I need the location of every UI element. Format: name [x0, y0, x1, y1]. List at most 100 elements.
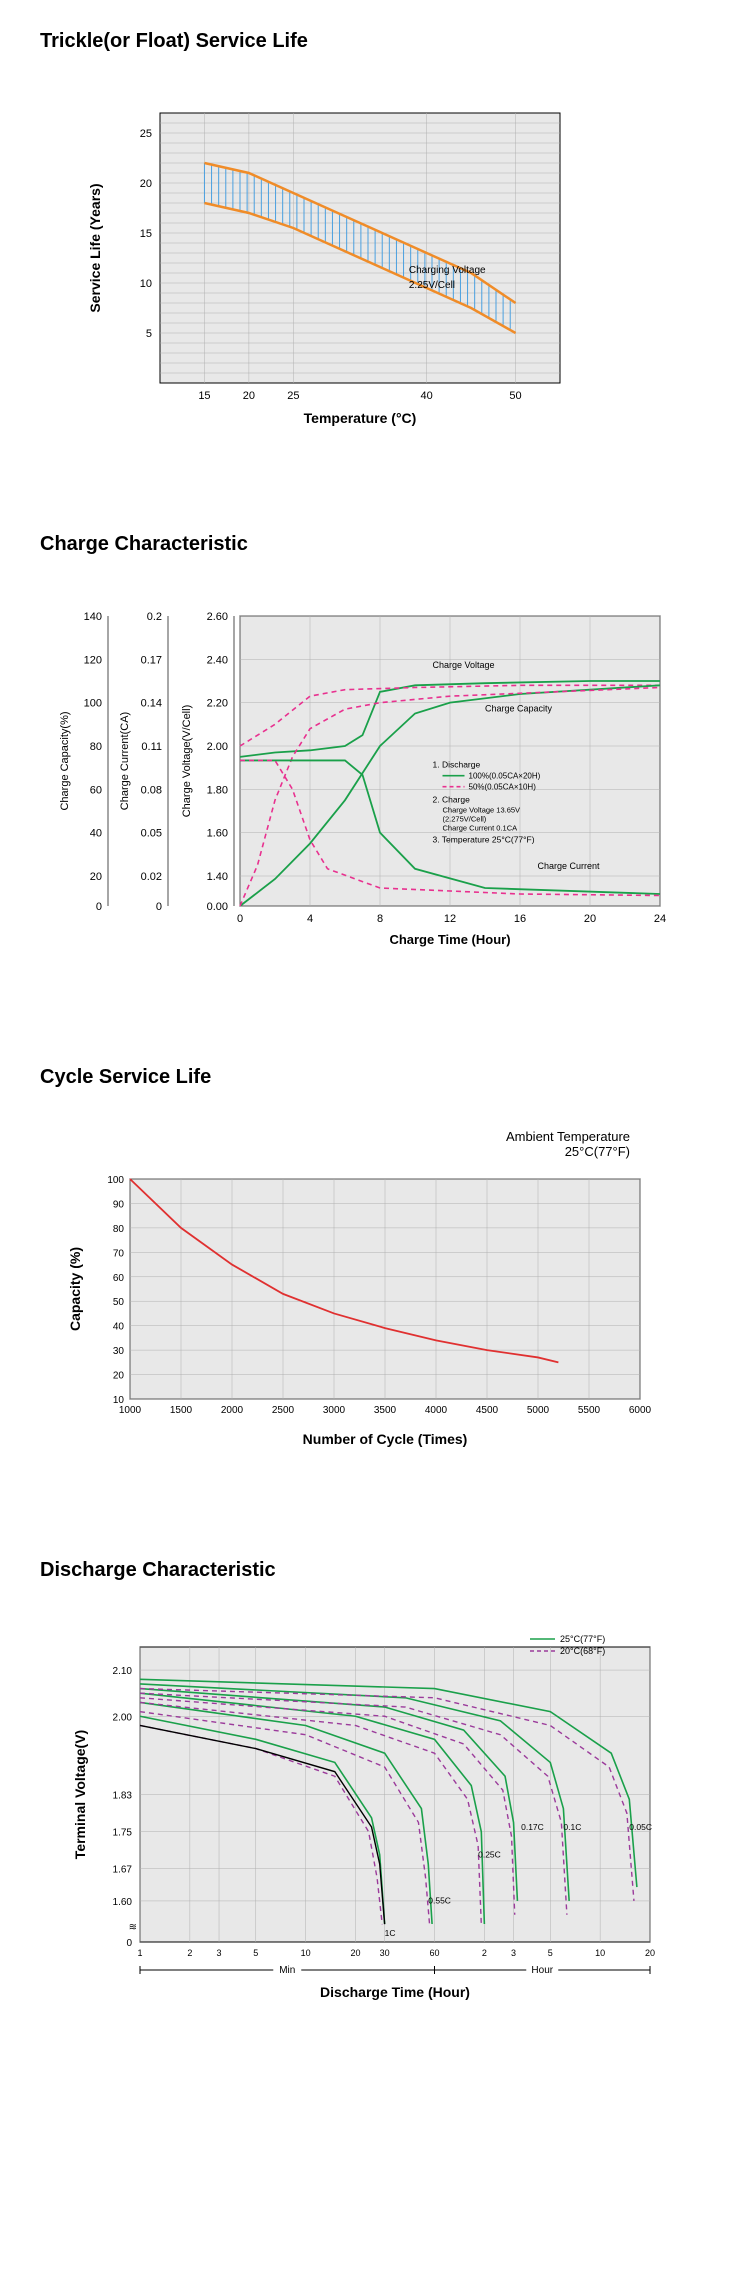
svg-text:60: 60: [90, 784, 102, 796]
svg-text:20: 20: [645, 1948, 655, 1958]
svg-text:70: 70: [113, 1248, 125, 1259]
svg-text:30: 30: [113, 1346, 125, 1357]
svg-text:Hour: Hour: [531, 1965, 553, 1976]
svg-text:1.80: 1.80: [207, 784, 228, 796]
svg-text:40: 40: [421, 390, 433, 402]
svg-text:5500: 5500: [578, 1405, 601, 1416]
svg-text:0: 0: [126, 1938, 132, 1949]
svg-text:Charge Current 0.1CA: Charge Current 0.1CA: [443, 824, 518, 833]
svg-text:40: 40: [113, 1322, 125, 1333]
svg-text:0.55C: 0.55C: [428, 1896, 451, 1906]
svg-text:15: 15: [140, 228, 152, 240]
svg-text:(2.275V/Cell): (2.275V/Cell): [443, 815, 487, 824]
svg-text:≋: ≋: [129, 1922, 137, 1933]
chart4-title: Discharge Characteristic: [40, 1559, 710, 1582]
svg-text:2500: 2500: [272, 1405, 295, 1416]
svg-text:Charge Voltage 13.65V: Charge Voltage 13.65V: [443, 806, 521, 815]
svg-text:Charge Capacity: Charge Capacity: [485, 703, 553, 713]
svg-text:0.17C: 0.17C: [521, 1822, 544, 1832]
svg-text:2.40: 2.40: [207, 654, 228, 666]
svg-text:5: 5: [548, 1948, 553, 1958]
svg-text:2: 2: [482, 1948, 487, 1958]
chart2-svg: 0481216202402040608010012014000.020.050.…: [40, 596, 690, 996]
svg-text:0.05C: 0.05C: [629, 1822, 652, 1832]
chart1-svg: 5101520251520254050Service Life (Years)T…: [40, 93, 590, 463]
chart3-title: Cycle Service Life: [40, 1066, 710, 1089]
svg-text:0: 0: [156, 901, 162, 913]
chart2-title: Charge Characteristic: [40, 533, 710, 556]
svg-text:1.60: 1.60: [113, 1897, 133, 1908]
svg-text:2.10: 2.10: [113, 1666, 133, 1677]
svg-text:Discharge Time (Hour): Discharge Time (Hour): [320, 1984, 470, 2000]
svg-text:1. Discharge: 1. Discharge: [433, 760, 481, 770]
chart3-subtitle: Ambient Temperature 25°C(77°F): [40, 1129, 710, 1159]
svg-text:2000: 2000: [221, 1405, 244, 1416]
svg-text:10: 10: [113, 1395, 125, 1406]
trickle-service-life-chart: Trickle(or Float) Service Life 510152025…: [40, 30, 710, 463]
svg-text:2. Charge: 2. Charge: [433, 795, 471, 805]
svg-text:2.00: 2.00: [207, 741, 228, 753]
svg-text:0: 0: [96, 901, 102, 913]
svg-text:20: 20: [243, 390, 255, 402]
svg-text:60: 60: [430, 1948, 440, 1958]
svg-text:0.17: 0.17: [141, 654, 162, 666]
svg-text:80: 80: [113, 1224, 125, 1235]
svg-text:140: 140: [84, 611, 102, 623]
svg-text:12: 12: [444, 913, 456, 925]
svg-text:1C: 1C: [385, 1928, 396, 1938]
svg-text:30: 30: [380, 1948, 390, 1958]
svg-text:16: 16: [514, 913, 526, 925]
svg-text:100%(0.05CA×20H): 100%(0.05CA×20H): [469, 772, 541, 781]
svg-text:0.05: 0.05: [141, 828, 162, 840]
svg-text:120: 120: [84, 654, 102, 666]
svg-text:2.00: 2.00: [113, 1712, 133, 1723]
svg-text:3. Temperature 25°C(77°F): 3. Temperature 25°C(77°F): [433, 835, 535, 845]
svg-text:2.20: 2.20: [207, 698, 228, 710]
svg-text:8: 8: [377, 913, 383, 925]
svg-text:2: 2: [187, 1948, 192, 1958]
svg-text:20: 20: [140, 178, 152, 190]
svg-text:2.25V/Cell: 2.25V/Cell: [409, 280, 455, 291]
svg-text:0.00: 0.00: [207, 901, 228, 913]
svg-text:1.40: 1.40: [207, 871, 228, 883]
chart3-svg: 1000150020002500300035004000450050005500…: [40, 1159, 680, 1489]
svg-text:4: 4: [307, 913, 313, 925]
svg-text:Charge Voltage(V/Cell): Charge Voltage(V/Cell): [181, 705, 193, 818]
chart3-subtitle-line2: 25°C(77°F): [40, 1144, 630, 1159]
svg-text:20: 20: [350, 1948, 360, 1958]
svg-text:50: 50: [509, 390, 521, 402]
svg-text:5: 5: [253, 1948, 258, 1958]
svg-text:1.67: 1.67: [113, 1865, 133, 1876]
svg-text:Capacity (%): Capacity (%): [67, 1247, 83, 1331]
svg-text:1.60: 1.60: [207, 828, 228, 840]
svg-text:0.2: 0.2: [147, 611, 162, 623]
svg-text:3500: 3500: [374, 1405, 397, 1416]
svg-text:1.83: 1.83: [113, 1791, 133, 1802]
svg-text:100: 100: [107, 1175, 124, 1186]
svg-text:Charging Voltage: Charging Voltage: [409, 265, 486, 276]
svg-text:80: 80: [90, 741, 102, 753]
svg-text:0.08: 0.08: [141, 784, 162, 796]
svg-text:25°C(77°F): 25°C(77°F): [560, 1634, 605, 1644]
svg-text:0.1C: 0.1C: [563, 1822, 581, 1832]
svg-text:1000: 1000: [119, 1405, 142, 1416]
svg-text:50%(0.05CA×10H): 50%(0.05CA×10H): [469, 783, 537, 792]
svg-text:Charge Current: Charge Current: [538, 861, 601, 871]
svg-text:20°C(68°F): 20°C(68°F): [560, 1646, 605, 1656]
charge-characteristic-chart: Charge Characteristic 048121620240204060…: [40, 533, 710, 996]
svg-text:Service Life (Years): Service Life (Years): [87, 183, 103, 312]
svg-text:1: 1: [137, 1948, 142, 1958]
svg-text:0.11: 0.11: [141, 741, 162, 753]
svg-text:0.25C: 0.25C: [478, 1850, 501, 1860]
chart1-title: Trickle(or Float) Service Life: [40, 30, 710, 53]
svg-text:100: 100: [84, 698, 102, 710]
svg-text:Charge Time (Hour): Charge Time (Hour): [389, 932, 510, 947]
svg-text:60: 60: [113, 1273, 125, 1284]
svg-text:Temperature (°C): Temperature (°C): [304, 410, 417, 426]
svg-text:90: 90: [113, 1199, 125, 1210]
svg-text:20: 20: [90, 871, 102, 883]
svg-text:50: 50: [113, 1297, 125, 1308]
chart3-subtitle-line1: Ambient Temperature: [40, 1129, 630, 1144]
svg-text:4000: 4000: [425, 1405, 448, 1416]
svg-text:6000: 6000: [629, 1405, 652, 1416]
